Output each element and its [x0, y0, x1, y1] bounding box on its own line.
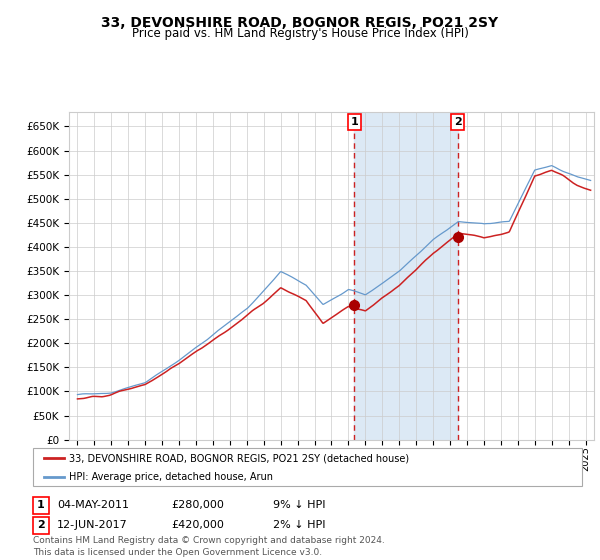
Text: 1: 1 — [37, 500, 44, 510]
Text: 04-MAY-2011: 04-MAY-2011 — [57, 500, 129, 510]
Text: 33, DEVONSHIRE ROAD, BOGNOR REGIS, PO21 2SY: 33, DEVONSHIRE ROAD, BOGNOR REGIS, PO21 … — [101, 16, 499, 30]
Text: £280,000: £280,000 — [171, 500, 224, 510]
Text: 2: 2 — [37, 520, 44, 530]
Text: 12-JUN-2017: 12-JUN-2017 — [57, 520, 128, 530]
Text: Price paid vs. HM Land Registry's House Price Index (HPI): Price paid vs. HM Land Registry's House … — [131, 27, 469, 40]
Bar — [355, 112, 458, 440]
Text: 2: 2 — [454, 117, 461, 127]
Text: 2% ↓ HPI: 2% ↓ HPI — [273, 520, 325, 530]
Text: 9% ↓ HPI: 9% ↓ HPI — [273, 500, 325, 510]
Text: HPI: Average price, detached house, Arun: HPI: Average price, detached house, Arun — [69, 472, 273, 482]
Text: 1: 1 — [350, 117, 358, 127]
Text: £420,000: £420,000 — [171, 520, 224, 530]
Text: 33, DEVONSHIRE ROAD, BOGNOR REGIS, PO21 2SY (detached house): 33, DEVONSHIRE ROAD, BOGNOR REGIS, PO21 … — [69, 453, 409, 463]
Text: Contains HM Land Registry data © Crown copyright and database right 2024.
This d: Contains HM Land Registry data © Crown c… — [33, 536, 385, 557]
